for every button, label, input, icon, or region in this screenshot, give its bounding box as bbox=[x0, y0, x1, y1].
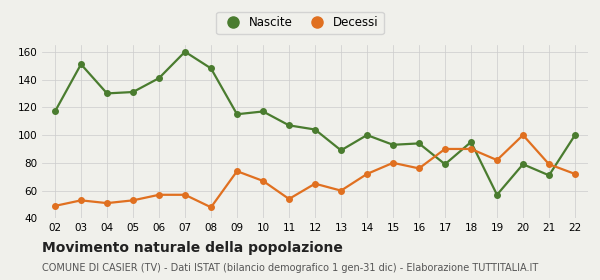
Decessi bbox=[155, 193, 163, 197]
Decessi bbox=[545, 163, 553, 166]
Decessi bbox=[520, 133, 527, 137]
Nascite bbox=[493, 193, 500, 197]
Nascite bbox=[155, 76, 163, 80]
Nascite bbox=[103, 92, 110, 95]
Text: Movimento naturale della popolazione: Movimento naturale della popolazione bbox=[42, 241, 343, 255]
Nascite bbox=[286, 124, 293, 127]
Nascite bbox=[545, 174, 553, 177]
Nascite bbox=[52, 110, 59, 113]
Nascite bbox=[467, 140, 475, 144]
Line: Decessi: Decessi bbox=[52, 132, 578, 210]
Line: Nascite: Nascite bbox=[52, 49, 578, 198]
Nascite bbox=[259, 110, 266, 113]
Nascite bbox=[571, 133, 578, 137]
Decessi bbox=[311, 182, 319, 185]
Decessi bbox=[52, 204, 59, 207]
Decessi bbox=[103, 201, 110, 205]
Decessi bbox=[389, 161, 397, 165]
Nascite bbox=[520, 163, 527, 166]
Decessi bbox=[130, 199, 137, 202]
Decessi bbox=[571, 172, 578, 176]
Nascite bbox=[337, 149, 344, 152]
Decessi bbox=[259, 179, 266, 183]
Decessi bbox=[233, 169, 241, 173]
Nascite bbox=[233, 113, 241, 116]
Nascite bbox=[208, 67, 215, 70]
Nascite bbox=[442, 163, 449, 166]
Decessi bbox=[493, 158, 500, 162]
Nascite bbox=[311, 128, 319, 131]
Legend: Nascite, Decessi: Nascite, Decessi bbox=[216, 11, 384, 34]
Decessi bbox=[181, 193, 188, 197]
Decessi bbox=[415, 167, 422, 170]
Text: COMUNE DI CASIER (TV) - Dati ISTAT (bilancio demografico 1 gen-31 dic) - Elabora: COMUNE DI CASIER (TV) - Dati ISTAT (bila… bbox=[42, 263, 538, 273]
Nascite bbox=[130, 90, 137, 94]
Nascite bbox=[389, 143, 397, 146]
Decessi bbox=[208, 206, 215, 209]
Nascite bbox=[77, 62, 85, 66]
Nascite bbox=[415, 142, 422, 145]
Decessi bbox=[77, 199, 85, 202]
Nascite bbox=[364, 133, 371, 137]
Decessi bbox=[442, 147, 449, 151]
Decessi bbox=[337, 189, 344, 192]
Decessi bbox=[467, 147, 475, 151]
Decessi bbox=[364, 172, 371, 176]
Nascite bbox=[181, 50, 188, 53]
Decessi bbox=[286, 197, 293, 201]
